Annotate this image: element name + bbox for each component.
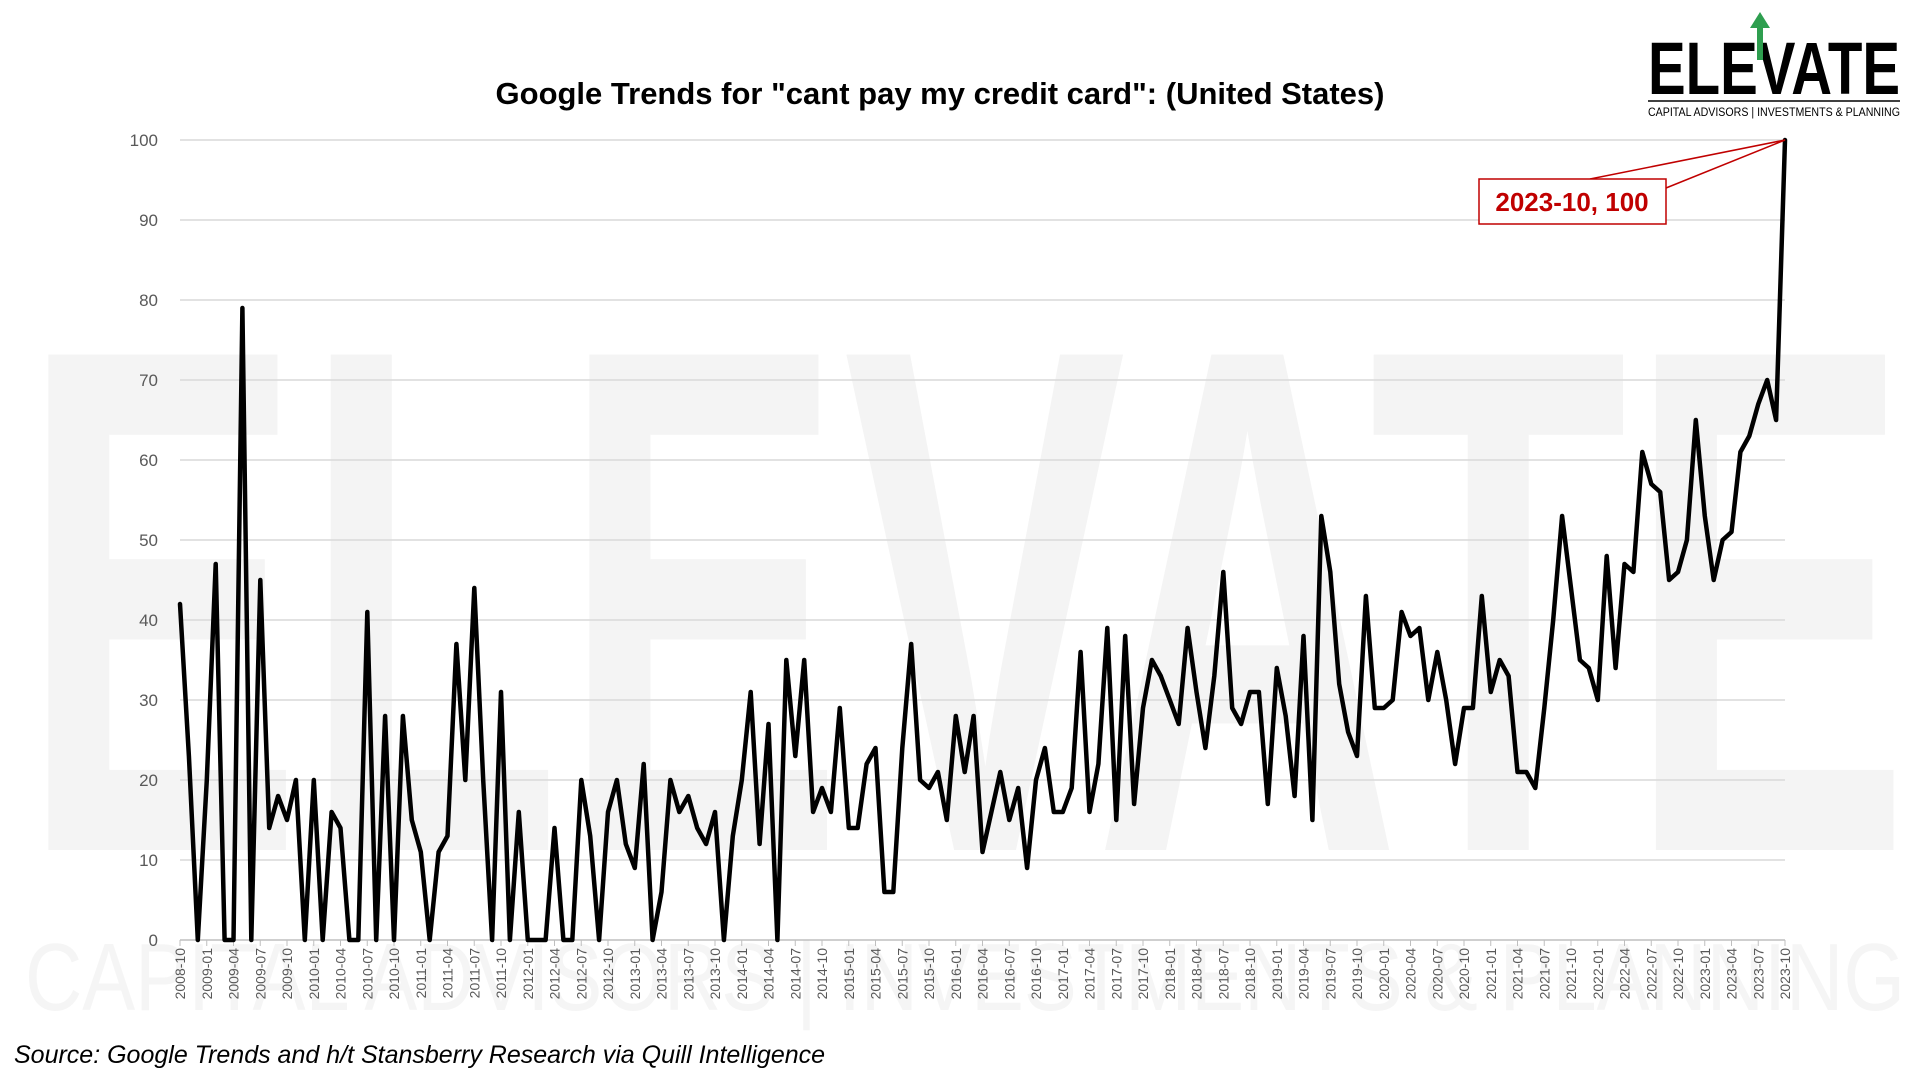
x-tick-label: 2017-04 [1082,948,1098,1000]
y-tick-label: 40 [139,611,158,630]
gridlines [180,139,1785,941]
x-tick-label: 2023-01 [1697,948,1713,1000]
x-tick-label: 2018-01 [1162,948,1178,1000]
y-tick-label: 0 [149,931,158,950]
x-tick-label: 2009-10 [279,948,295,1000]
x-tick-label: 2015-10 [921,948,937,1000]
x-tick-label: 2022-10 [1670,948,1686,1000]
peak-annotation: 2023-10, 100 [1478,139,1786,225]
watermark-tagline: CAPITAL ADVISORS | INVESTMENTS & PLANNIN… [25,924,1905,1031]
x-tick-label: 2013-07 [680,948,696,1000]
x-tick-label: 2021-04 [1510,948,1526,1000]
x-tick-label: 2012-01 [520,948,536,1000]
logo-word: ELEVATE [1648,27,1900,110]
y-tick-label: 100 [130,131,158,150]
x-tick-label: 2017-10 [1135,948,1151,1000]
x-tick-label: 2019-04 [1296,948,1312,1000]
x-tick-label: 2023-04 [1724,948,1740,1000]
x-tick-label: 2016-10 [1028,948,1044,1000]
x-tick-label: 2010-07 [359,948,375,1000]
x-tick-label: 2014-01 [734,948,750,1000]
x-tick-label: 2017-07 [1108,948,1124,1000]
x-axis: 2008-10 2009-01 2009-04 2009-07 2009-10 2010-… [172,940,1793,999]
x-tick-label: 2021-01 [1483,948,1499,1000]
x-tick-label: 2015-01 [841,948,857,1000]
x-tick-label: 2017-01 [1055,948,1071,1000]
x-tick-label: 2023-07 [1750,948,1766,1000]
x-tick-label: 2019-10 [1349,948,1365,1000]
x-tick-label: 2010-10 [386,948,402,1000]
x-tick-label: 2015-04 [868,948,884,1000]
x-tick-label: 2011-10 [493,948,509,999]
x-tick-label: 2010-04 [333,948,349,1000]
series-line [177,137,1788,943]
x-tick-label: 2011-04 [440,948,456,999]
y-tick-label: 90 [139,211,158,230]
x-tick-label: 2012-10 [600,948,616,1000]
annotation-leader-line [1589,139,1786,189]
x-tick-label: 2014-04 [761,948,777,1000]
y-tick-label: 20 [139,771,158,790]
annotation-label: 2023-10, 100 [1495,187,1648,217]
x-tick-label: 2013-01 [627,948,643,1000]
x-tick-label: 2019-01 [1269,948,1285,1000]
x-tick-label: 2018-10 [1242,948,1258,1000]
x-tick-label: 2023-10 [1777,948,1793,1000]
y-tick-label: 10 [139,851,158,870]
x-tick-label: 2013-10 [707,948,723,1000]
x-tick-label: 2021-10 [1563,948,1579,1000]
x-tick-label: 2022-01 [1590,948,1606,1000]
y-tick-label: 70 [139,371,158,390]
y-tick-label: 30 [139,691,158,710]
x-tick-label: 2010-01 [306,948,322,1000]
logo-arrow-icon [1750,12,1770,60]
x-tick-label: 2020-04 [1403,948,1419,1000]
x-tick-label: 2013-04 [654,948,670,1000]
y-tick-label: 60 [139,451,158,470]
x-tick-label: 2009-04 [226,948,242,1000]
y-tick-label: 50 [139,531,158,550]
chart-title: Google Trends for "cant pay my credit ca… [496,76,1385,111]
x-tick-label: 2008-10 [172,948,188,1000]
logo-tagline: CAPITAL ADVISORS | INVESTMENTS & PLANNIN… [1648,107,1900,119]
x-tick-label: 2022-04 [1617,948,1633,1000]
x-tick-label: 2020-07 [1429,948,1445,1000]
x-tick-label: 2012-04 [547,948,563,1000]
x-tick-label: 2018-07 [1215,948,1231,1000]
x-tick-label: 2020-01 [1376,948,1392,1000]
x-tick-label: 2016-04 [975,948,991,1000]
x-tick-label: 2015-07 [894,948,910,1000]
y-axis: 0 10 20 30 40 50 60 70 80 90 100 [130,131,158,950]
x-tick-label: 2016-07 [1001,948,1017,1000]
x-tick-label: 2011-01 [413,948,429,999]
x-tick-label: 2009-01 [199,948,215,1000]
x-tick-label: 2019-07 [1322,948,1338,1000]
x-tick-label: 2022-07 [1643,948,1659,1000]
watermark: ELEVATE CAPITAL ADVISORS | INVESTMENTS &… [20,198,1910,1031]
x-tick-label: 2014-10 [814,948,830,1000]
watermark-word: ELEVATE [20,198,1910,1003]
x-tick-label: 2021-07 [1536,948,1552,1000]
x-tick-label: 2016-01 [948,948,964,1000]
x-tick-label: 2020-10 [1456,948,1472,1000]
x-tick-label: 2009-07 [252,948,268,1000]
x-tick-label: 2018-04 [1189,948,1205,1000]
y-tick-label: 80 [139,291,158,310]
x-tick-label: 2012-07 [573,948,589,1000]
logo: ELEVATE CAPITAL ADVISORS | INVESTMENTS &… [1648,12,1900,119]
source-note: Source: Google Trends and h/t Stansberry… [14,1041,825,1069]
x-tick-label: 2014-07 [787,948,803,1000]
x-tick-label: 2011-07 [466,948,482,999]
annotation-box [1478,178,1667,225]
